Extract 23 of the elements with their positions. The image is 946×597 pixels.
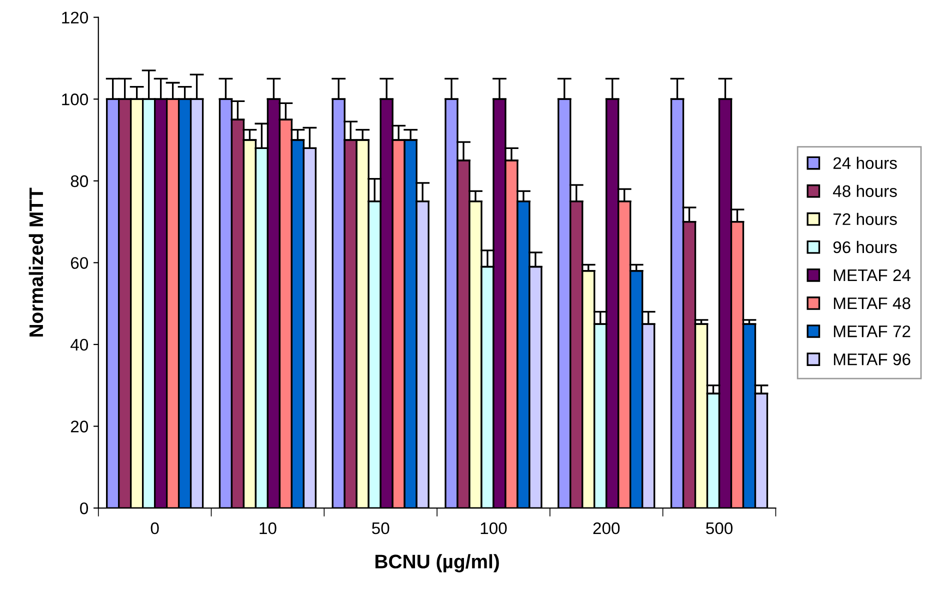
- legend-label: 72 hours: [833, 212, 897, 226]
- y-tick-label: 40: [70, 338, 88, 351]
- y-tick-label: 80: [70, 175, 88, 188]
- y-tick-label: 0: [80, 502, 88, 514]
- x-axis-title: BCNU (µg/ml): [376, 554, 499, 572]
- legend-label: METAF 96: [834, 353, 910, 366]
- x-tick-label: 50: [372, 522, 390, 534]
- y-axis-title: Normalized MTT: [28, 188, 44, 336]
- legend-label: 48 hours: [832, 184, 897, 198]
- y-tick-label: 20: [70, 420, 88, 432]
- legend-label: METAF 48: [834, 297, 910, 310]
- legend-label: 24 hours: [833, 156, 897, 170]
- legend-label: METAF 24: [834, 269, 911, 282]
- x-tick-label: 0: [150, 522, 159, 534]
- x-tick-label: 200: [593, 522, 620, 534]
- legend-label: METAF 72: [834, 325, 910, 338]
- x-tick-label: 100: [480, 522, 507, 534]
- y-tick-label: 60: [70, 257, 88, 269]
- y-tick-label: 100: [62, 94, 88, 106]
- y-tick-label: 120: [62, 12, 88, 24]
- x-tick-label: 10: [260, 522, 276, 534]
- x-tick-label: 500: [706, 522, 733, 534]
- legend-label: 96 hours: [833, 240, 897, 254]
